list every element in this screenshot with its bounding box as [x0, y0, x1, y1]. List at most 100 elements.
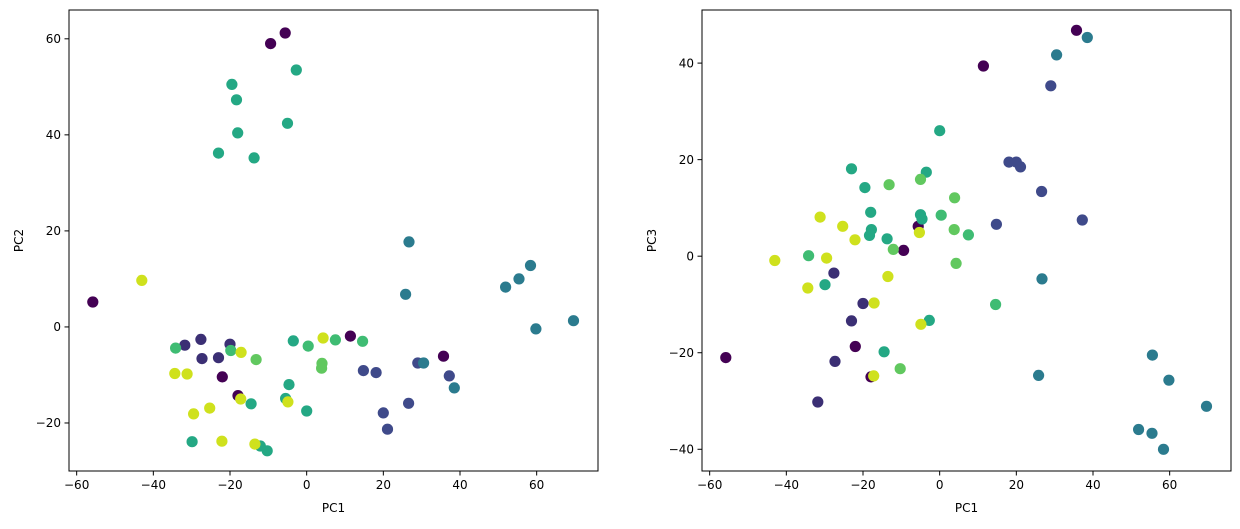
plot-frame: [701, 9, 1232, 472]
y-tick-label: 40: [679, 56, 694, 70]
data-point: [878, 346, 890, 358]
data-point: [357, 365, 369, 377]
data-point: [1200, 400, 1213, 412]
data-point: [87, 296, 99, 308]
data-point: [316, 362, 328, 374]
data-point: [513, 273, 525, 285]
data-point: [249, 438, 261, 450]
y-tick-label: −40: [669, 442, 694, 456]
y-tick-label: 40: [46, 128, 61, 142]
data-point: [204, 402, 216, 414]
data-point: [283, 379, 295, 391]
data-point: [282, 396, 294, 408]
data-point: [301, 405, 313, 417]
data-point: [949, 192, 961, 204]
x-axis-label: PC1: [955, 501, 978, 515]
y-axis-label: PC2: [12, 229, 26, 252]
data-point: [329, 334, 341, 346]
data-point: [977, 60, 990, 72]
data-point: [1163, 374, 1175, 386]
data-point: [448, 382, 460, 394]
x-tick-label: −40: [141, 478, 166, 492]
data-point: [1014, 161, 1027, 173]
data-point: [845, 315, 858, 327]
data-point: [829, 355, 841, 367]
data-point: [500, 281, 512, 293]
data-point: [418, 357, 430, 369]
data-point: [443, 370, 455, 382]
x-tick-label: −60: [697, 478, 722, 492]
data-point: [803, 250, 815, 262]
data-point: [887, 243, 899, 255]
data-point: [403, 397, 415, 409]
y-tick-label: 0: [53, 320, 61, 334]
data-point: [849, 340, 861, 353]
data-point: [281, 117, 294, 129]
plot-frame: [68, 9, 599, 472]
data-point: [814, 211, 826, 223]
data-point: [923, 314, 935, 326]
y-axis-label: PC3: [645, 229, 659, 252]
x-tick-label: 0: [936, 478, 944, 492]
data-point: [302, 340, 314, 352]
data-point: [915, 318, 927, 330]
data-point: [883, 179, 895, 191]
data-point: [1157, 443, 1170, 455]
data-point: [802, 282, 814, 294]
data-point: [216, 371, 228, 383]
y-tick-label: 60: [46, 32, 61, 46]
x-tick-label: 0: [303, 478, 311, 492]
data-point: [914, 173, 927, 185]
data-point: [1076, 214, 1088, 226]
data-point: [990, 298, 1002, 311]
data-point: [1146, 349, 1158, 361]
data-point: [881, 233, 893, 245]
y-tick-label: 20: [46, 224, 61, 238]
data-point: [865, 206, 877, 218]
x-tick-label: −40: [774, 478, 799, 492]
data-point: [948, 224, 960, 236]
data-point: [1081, 31, 1093, 44]
scatter-panel-2: −60 −40 −20 0 20 40 60 −40 −20 0 20 40 PC1 PC3: [645, 9, 1232, 515]
data-point: [377, 407, 389, 419]
x-tick-label: 60: [529, 478, 544, 492]
y-tick-label: −20: [669, 346, 694, 360]
data-point: [530, 323, 542, 335]
data-point: [894, 363, 906, 375]
data-point: [403, 236, 415, 248]
data-point: [212, 352, 225, 364]
data-point: [195, 333, 207, 345]
data-point: [1070, 24, 1083, 36]
data-point: [865, 224, 878, 236]
data-point: [962, 229, 975, 241]
data-point: [261, 445, 273, 457]
data-point: [1033, 369, 1045, 381]
data-point: [344, 330, 356, 342]
data-point: [216, 435, 228, 447]
y-tick-label: 0: [686, 249, 694, 263]
data-point: [1045, 80, 1057, 92]
data-point: [882, 270, 894, 283]
data-point: [859, 182, 871, 194]
data-point: [245, 398, 257, 410]
x-tick-label: −20: [217, 478, 242, 492]
data-point: [179, 339, 191, 351]
x-tick-label: 20: [1009, 478, 1024, 492]
x-tick-label: 20: [376, 478, 391, 492]
x-tick-label: −60: [64, 478, 89, 492]
data-point: [990, 218, 1003, 230]
data-point: [357, 335, 369, 347]
data-point: [181, 368, 193, 380]
x-tick-label: 40: [1085, 478, 1100, 492]
data-point: [828, 267, 840, 279]
data-point: [235, 393, 247, 405]
data-point: [819, 279, 831, 291]
data-point: [226, 78, 238, 90]
data-point: [916, 213, 928, 225]
data-point: [170, 342, 182, 354]
data-point: [821, 252, 833, 264]
y-tick-label: −20: [36, 416, 61, 430]
data-point: [935, 209, 947, 221]
data-point: [317, 332, 329, 344]
